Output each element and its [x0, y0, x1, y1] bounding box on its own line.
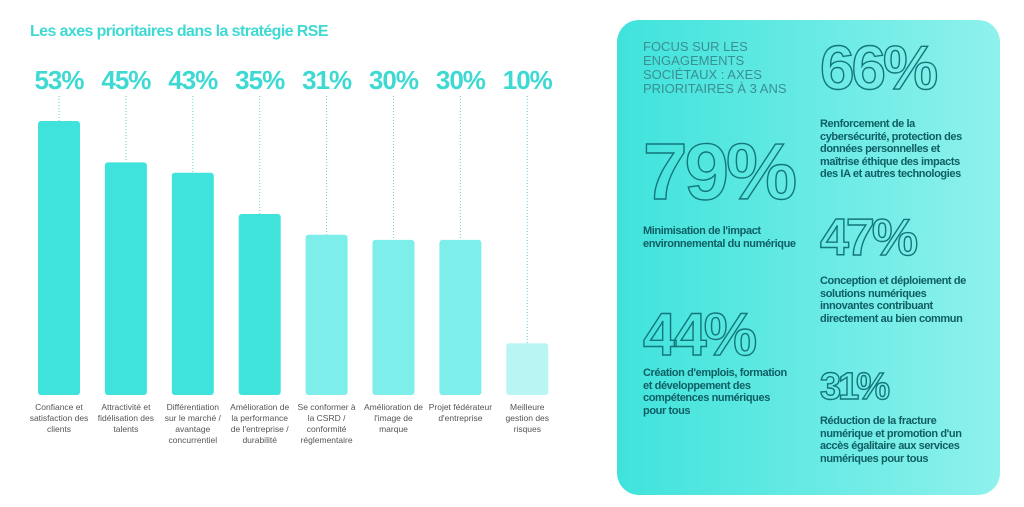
stat-text: Minimisation de l'impact environnemental… — [643, 225, 796, 250]
category-label: Projet fédérateur d'entreprise — [428, 402, 493, 423]
focus-panel: FOCUS SUR LES ENGAGEMENTS SOCIÉTAUX : AX… — [617, 20, 1000, 495]
value-label: 43% — [168, 65, 218, 95]
bar — [171, 172, 214, 395]
stat-value: 47% — [819, 209, 918, 267]
bar — [38, 120, 80, 396]
stat-text: Création d'emplois, formation et dévelop… — [643, 367, 787, 417]
bar — [506, 343, 549, 395]
value-label: 30% — [369, 65, 419, 95]
category-label: Différentiation sur le marché / avantage… — [164, 402, 221, 445]
bar — [439, 239, 482, 395]
value-label: 30% — [436, 65, 486, 95]
focus-title: FOCUS SUR LES ENGAGEMENTS SOCIÉTAUX : AX… — [643, 39, 787, 96]
value-label: 45% — [101, 65, 151, 95]
bar — [372, 239, 415, 395]
stat-value: 31% — [819, 366, 890, 408]
stat-text: Réduction de la fracture numérique et pr… — [820, 415, 962, 465]
bar — [104, 162, 147, 395]
bar — [305, 234, 348, 395]
category-label: Attractivité et fidélisation des talents — [97, 402, 154, 434]
stat-value: 44% — [642, 301, 757, 368]
category-label: Amélioration de l'image de marque — [363, 402, 424, 434]
stat-text: Conception et déploiement de solutions n… — [820, 275, 966, 325]
chart-title: Les axes prioritaires dans la stratégie … — [30, 23, 329, 40]
category-label: Confiance et satisfaction des clients — [29, 402, 89, 434]
category-label: Amélioration de la performance de l'entr… — [230, 402, 290, 445]
value-label: 31% — [302, 65, 352, 95]
value-label: 10% — [503, 65, 553, 95]
stat-text: Renforcement de la cybersécurité, protec… — [820, 118, 962, 180]
stat-value: 66% — [819, 34, 938, 103]
category-label: Meilleure gestion des risques — [505, 402, 550, 434]
category-label: Se conformer à la CSRD / conformité régl… — [297, 402, 356, 445]
chart: Les axes prioritaires dans la stratégie … — [30, 23, 554, 396]
value-label: 35% — [235, 65, 285, 95]
stat-value: 79% — [642, 127, 798, 216]
bar — [238, 214, 281, 395]
value-label: 53% — [34, 65, 84, 95]
